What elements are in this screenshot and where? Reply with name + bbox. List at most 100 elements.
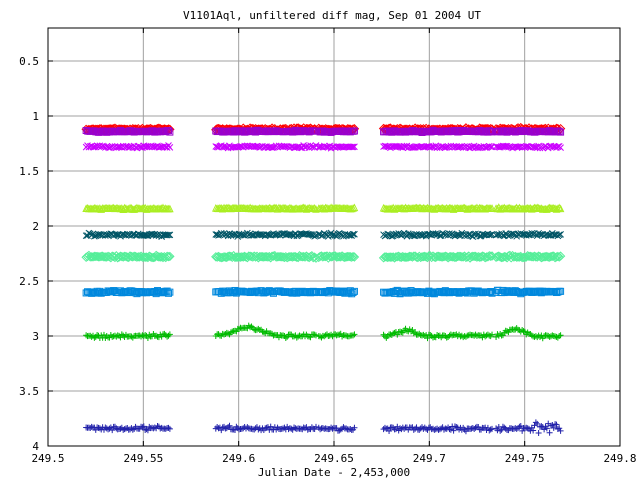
data-point — [226, 422, 233, 429]
data-point — [247, 324, 254, 331]
data-point — [166, 128, 174, 136]
data-point — [244, 325, 251, 332]
data-point — [120, 332, 127, 339]
data-point — [487, 127, 495, 135]
data-point — [553, 421, 560, 428]
series-7 — [83, 322, 564, 342]
data-point — [489, 331, 496, 338]
data-point — [351, 143, 358, 151]
data-point — [350, 287, 358, 295]
y-tick-label: 0.5 — [19, 55, 39, 68]
data-point — [424, 335, 431, 342]
data-point — [244, 424, 251, 431]
data-point — [139, 424, 146, 431]
data-point — [227, 329, 234, 336]
data-point — [100, 331, 107, 338]
data-point — [165, 231, 172, 239]
data-point — [268, 204, 276, 213]
data-point — [305, 230, 313, 238]
series-3 — [82, 203, 565, 214]
data-point — [546, 429, 553, 436]
data-point — [345, 333, 352, 340]
data-point — [350, 332, 357, 339]
data-point — [543, 425, 550, 432]
data-point — [428, 143, 435, 151]
data-point — [487, 426, 494, 433]
data-point — [536, 252, 547, 263]
data-point — [481, 252, 492, 262]
data-point — [89, 143, 97, 151]
data-point — [396, 231, 404, 239]
data-point — [345, 231, 353, 239]
data-point — [96, 425, 103, 432]
data-point — [557, 231, 564, 238]
data-point — [493, 334, 500, 341]
data-point — [520, 328, 527, 335]
x-tick-label: 249.65 — [314, 452, 354, 465]
data-point — [166, 231, 174, 239]
data-point — [488, 128, 496, 136]
data-point — [390, 330, 397, 337]
data-point — [147, 252, 157, 263]
x-tick-label: 249.6 — [222, 452, 255, 465]
data-point — [155, 334, 162, 341]
data-point — [148, 230, 156, 238]
data-point — [487, 288, 495, 296]
data-point — [218, 427, 225, 434]
data-point — [553, 251, 563, 262]
data-point — [163, 251, 174, 262]
data-point — [93, 142, 101, 150]
data-point — [274, 424, 281, 431]
y-tick-label: 2 — [32, 220, 39, 233]
data-point — [538, 423, 545, 430]
data-point — [487, 143, 495, 151]
data-point — [308, 143, 316, 151]
data-point — [335, 143, 343, 151]
data-point — [555, 231, 563, 239]
data-point — [334, 251, 345, 262]
data-point — [154, 422, 161, 429]
data-point — [166, 425, 173, 432]
series-5 — [81, 250, 566, 263]
data-point — [345, 252, 356, 262]
data-point — [214, 423, 221, 430]
y-tick-label: 1 — [32, 110, 39, 123]
data-point — [410, 330, 417, 337]
data-point — [541, 426, 548, 433]
data-point — [557, 128, 565, 136]
data-point — [267, 423, 274, 430]
data-point — [485, 251, 496, 261]
data-point — [313, 332, 320, 339]
data-point — [555, 251, 566, 261]
x-tick-label: 249.8 — [603, 452, 636, 465]
data-point — [233, 328, 240, 335]
data-point — [166, 331, 173, 338]
data-point — [331, 252, 342, 262]
data-point — [424, 251, 434, 261]
data-point — [557, 287, 565, 295]
data-point — [274, 231, 281, 239]
data-point — [166, 143, 174, 151]
data-point — [153, 332, 160, 339]
data-point — [397, 328, 404, 335]
data-point — [495, 143, 503, 151]
data-point — [313, 423, 320, 430]
data-point — [488, 204, 496, 212]
data-point — [381, 424, 388, 431]
data-point — [380, 331, 387, 338]
data-point — [504, 328, 511, 335]
data-point — [516, 423, 523, 430]
data-point — [443, 143, 451, 151]
data-point — [444, 252, 455, 262]
data-point — [165, 127, 173, 135]
data-point — [225, 330, 232, 337]
data-point — [104, 143, 112, 151]
data-point — [282, 143, 290, 151]
data-point — [532, 419, 539, 426]
y-tick-label: 4 — [32, 440, 39, 453]
data-point — [529, 230, 537, 238]
data-point — [288, 425, 295, 432]
data-point — [472, 252, 482, 262]
data-point — [557, 332, 564, 339]
x-axis-label: Julian Date - 2,453,000 — [258, 466, 410, 479]
